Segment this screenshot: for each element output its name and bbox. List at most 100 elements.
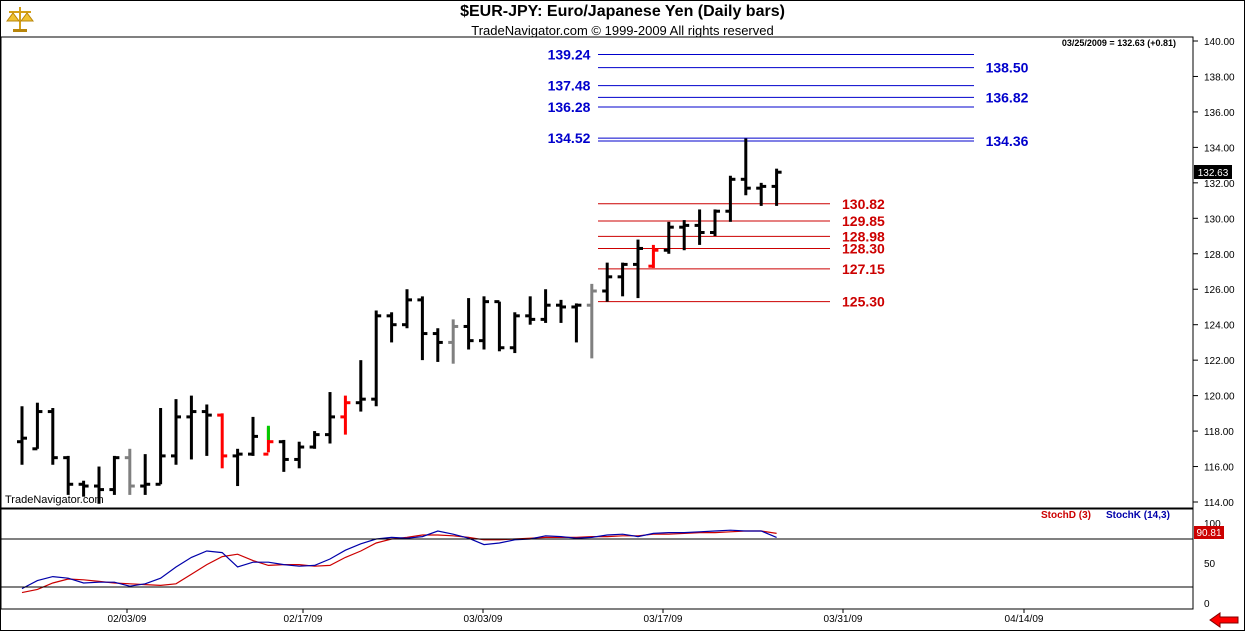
ohlc-bar [633,239,643,299]
ohlc-bar [402,289,412,329]
ohlc-bar [586,283,597,359]
ohlc-bar [386,312,397,343]
ohlc-bar [340,395,351,435]
stochk-line [21,529,777,590]
price-tick-label: 128.00 [1204,250,1235,261]
ohlc-bar [309,431,320,449]
blue-level-label: 139.24 [548,46,591,62]
date-tick-label: 02/03/09 [108,614,147,625]
ohlc-bars [17,138,782,504]
blue-level-label: 137.48 [548,78,591,94]
ohlc-bar [17,406,27,465]
ohlc-bar [448,319,459,364]
ohlc-bar [602,262,613,302]
ohlc-bar [725,175,736,222]
ohlc-bar [663,221,674,254]
ohlc-bar [432,328,443,362]
ohlc-bar [494,300,505,352]
ohlc-bar [571,303,582,343]
ohlc-bar [509,312,520,354]
ohlc-bar [278,439,289,472]
ohlc-bar [201,404,212,456]
ohlc-bar [78,480,89,497]
ohlc-bar [63,455,74,495]
date-tick-label: 03/17/09 [644,614,683,625]
stoch-last-label: 90.81 [1196,528,1221,539]
blue-level-label: 136.28 [548,99,591,115]
price-tick-label: 138.00 [1204,72,1235,83]
ohlc-bar [355,360,366,412]
ohlc-bar [109,455,120,495]
price-tick-label: 116.00 [1204,463,1234,474]
red-level-label: 127.15 [842,261,885,277]
price-readout: 03/25/2009 = 132.63 (+0.81) [1062,38,1176,48]
scales-icon [6,7,34,32]
blue-level-group: 139.24 138.50 137.48 136.82 136.28 134.52 134.… [548,46,1029,149]
price-pane [0,36,1194,509]
price-tick-label: 114.00 [1204,498,1234,509]
ohlc-bar [463,298,474,350]
ohlc-bar [47,408,58,465]
watermark: TradeNavigator.com [5,494,104,506]
stoch-tick-label: 50 [1204,559,1216,570]
red-level-label: 128.98 [842,228,885,244]
date-tick-label: 04/14/09 [1005,614,1044,625]
price-tick-label: 126.00 [1204,285,1235,296]
ohlc-bar [217,413,228,469]
stoch-pane [0,508,1194,610]
ohlc-bar [171,399,181,465]
ohlc-bar [186,395,197,460]
price-tick-label: 136.00 [1204,108,1235,119]
ohlc-bar [479,296,489,350]
blue-level-label: 136.82 [986,89,1029,105]
ohlc-bar [94,466,104,504]
ohlc-bar [648,244,659,268]
price-tick-label: 134.00 [1204,143,1235,154]
blue-level-label: 138.50 [986,60,1029,76]
ohlc-bar [540,289,551,323]
red-level-label: 129.85 [842,213,885,229]
ohlc-bar [556,299,566,323]
scroll-right-arrow-icon[interactable] [1209,612,1239,628]
stoch-tick-label: 100 [1204,519,1221,530]
ohlc-bar [155,408,166,486]
red-level-label: 130.82 [842,196,885,212]
ohlc-bar [124,448,135,495]
ohlc-bar [32,402,43,451]
copyright-line: TradeNavigator.com © 1999-2009 All right… [471,23,774,38]
ohlc-bar [525,296,536,325]
price-tick-label: 120.00 [1204,392,1235,403]
price-tick-label: 124.00 [1204,321,1235,332]
last-price-box [1194,165,1232,179]
price-axis: 114.00 116.00 118.00 120.00 122.00 124.00 126.… [1193,37,1235,509]
stoch-lines [21,529,777,594]
blue-level-label: 134.36 [986,133,1029,149]
legend-stochd: StochD (3) [1041,510,1091,521]
ohlc-bar [740,138,751,196]
ohlc-bar [232,448,243,487]
red-level-label: 128.30 [842,240,885,256]
ohlc-bar [325,392,335,444]
price-tick-label: 140.00 [1204,37,1235,48]
date-tick-label: 03/31/09 [824,614,863,625]
last-price-label: 132.63 [1198,168,1229,179]
stoch-tick-label: 0 [1204,599,1210,610]
legend-stochk: StochK (14,3) [1106,510,1170,521]
ohlc-bar [371,310,382,407]
ohlc-bar [417,296,428,361]
ohlc-bar [248,416,258,456]
ohlc-bar [694,209,705,245]
date-tick-label: 03/03/09 [464,614,503,625]
ohlc-bar [617,262,628,297]
stoch-axis: 0 50 100 [1,519,1221,610]
date-tick-label: 02/17/09 [284,614,323,625]
ohlc-bar [294,441,305,469]
ohlc-bar [756,182,767,206]
price-tick-label: 132.00 [1204,179,1235,190]
ohlc-bar [771,168,782,206]
price-tick-label: 130.00 [1204,214,1235,225]
price-tick-label: 122.00 [1204,356,1235,367]
